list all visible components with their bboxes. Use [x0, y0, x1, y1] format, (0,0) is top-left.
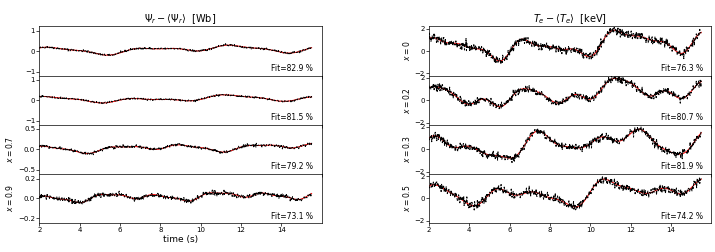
Text: Fit=81.9 %: Fit=81.9 %	[661, 163, 703, 171]
Title: $T_e - \langle T_e\rangle$  [keV]: $T_e - \langle T_e\rangle$ [keV]	[533, 13, 607, 26]
Text: Fit=73.1 %: Fit=73.1 %	[271, 212, 313, 220]
Y-axis label: $x=0.2$: $x=0.2$	[401, 87, 412, 114]
Title: $\Psi_r - \langle\Psi_r\rangle$  [Wb]: $\Psi_r - \langle\Psi_r\rangle$ [Wb]	[144, 13, 217, 26]
X-axis label: time (s): time (s)	[163, 235, 198, 244]
Text: Fit=81.5 %: Fit=81.5 %	[272, 113, 313, 122]
Y-axis label: $x=0.3$: $x=0.3$	[401, 136, 412, 163]
Text: Fit=80.7 %: Fit=80.7 %	[661, 113, 703, 122]
Y-axis label: $x=0.7$: $x=0.7$	[4, 136, 16, 163]
Y-axis label: $x=0.5$: $x=0.5$	[401, 185, 412, 212]
Text: Fit=82.9 %: Fit=82.9 %	[272, 64, 313, 73]
Y-axis label: $x=0.9$: $x=0.9$	[4, 184, 16, 212]
Text: Fit=74.2 %: Fit=74.2 %	[661, 212, 703, 220]
Text: Fit=79.2 %: Fit=79.2 %	[271, 163, 313, 171]
Text: Fit=76.3 %: Fit=76.3 %	[661, 64, 703, 73]
Y-axis label: $x=0$: $x=0$	[401, 41, 412, 61]
